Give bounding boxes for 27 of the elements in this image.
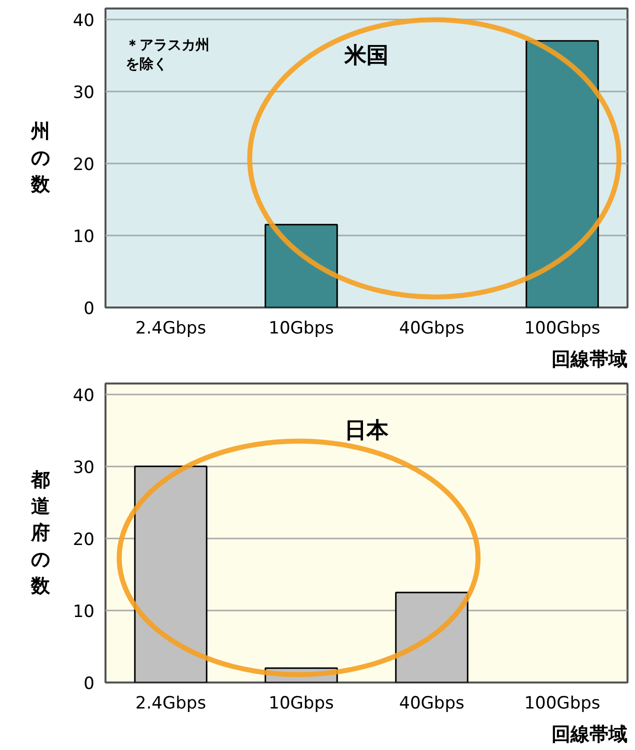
x-tick-label: 2.4Gbps [135,694,206,714]
x-tick-label: 2.4Gbps [135,318,206,338]
y-tick-label: 0 [84,299,95,319]
y-tick-label: 0 [84,674,95,694]
x-tick-label: 40Gbps [399,318,465,338]
x-tick-label: 100Gbps [524,318,600,338]
bar [395,592,468,682]
x-tick-label: 100Gbps [524,694,600,714]
x-tick-label: 40Gbps [399,694,465,714]
y-tick-label: 40 [72,386,95,406]
y-tick-label: 30 [72,458,95,478]
x-tick-label: 10Gbps [268,694,334,714]
x-axis-title: 回線帯域 [552,348,628,370]
x-axis-title: 回線帯域 [552,724,628,746]
x-tick-label: 10Gbps [268,318,334,338]
y-tick-label: 20 [72,154,95,175]
bar [134,466,208,682]
y-tick-label: 20 [72,530,95,550]
y-axis-title: 州の数 [30,120,51,196]
y-tick-label: 30 [72,82,95,103]
text: 日本 [344,418,390,444]
text: 米国 [344,43,388,68]
y-tick-label: 10 [72,226,95,247]
annotation: ＊アラスカ州を除く [126,38,210,73]
y-axis-title: 都道府の数 [30,469,51,597]
y-tick-label: 40 [72,10,95,31]
y-tick-label: 10 [72,602,95,622]
